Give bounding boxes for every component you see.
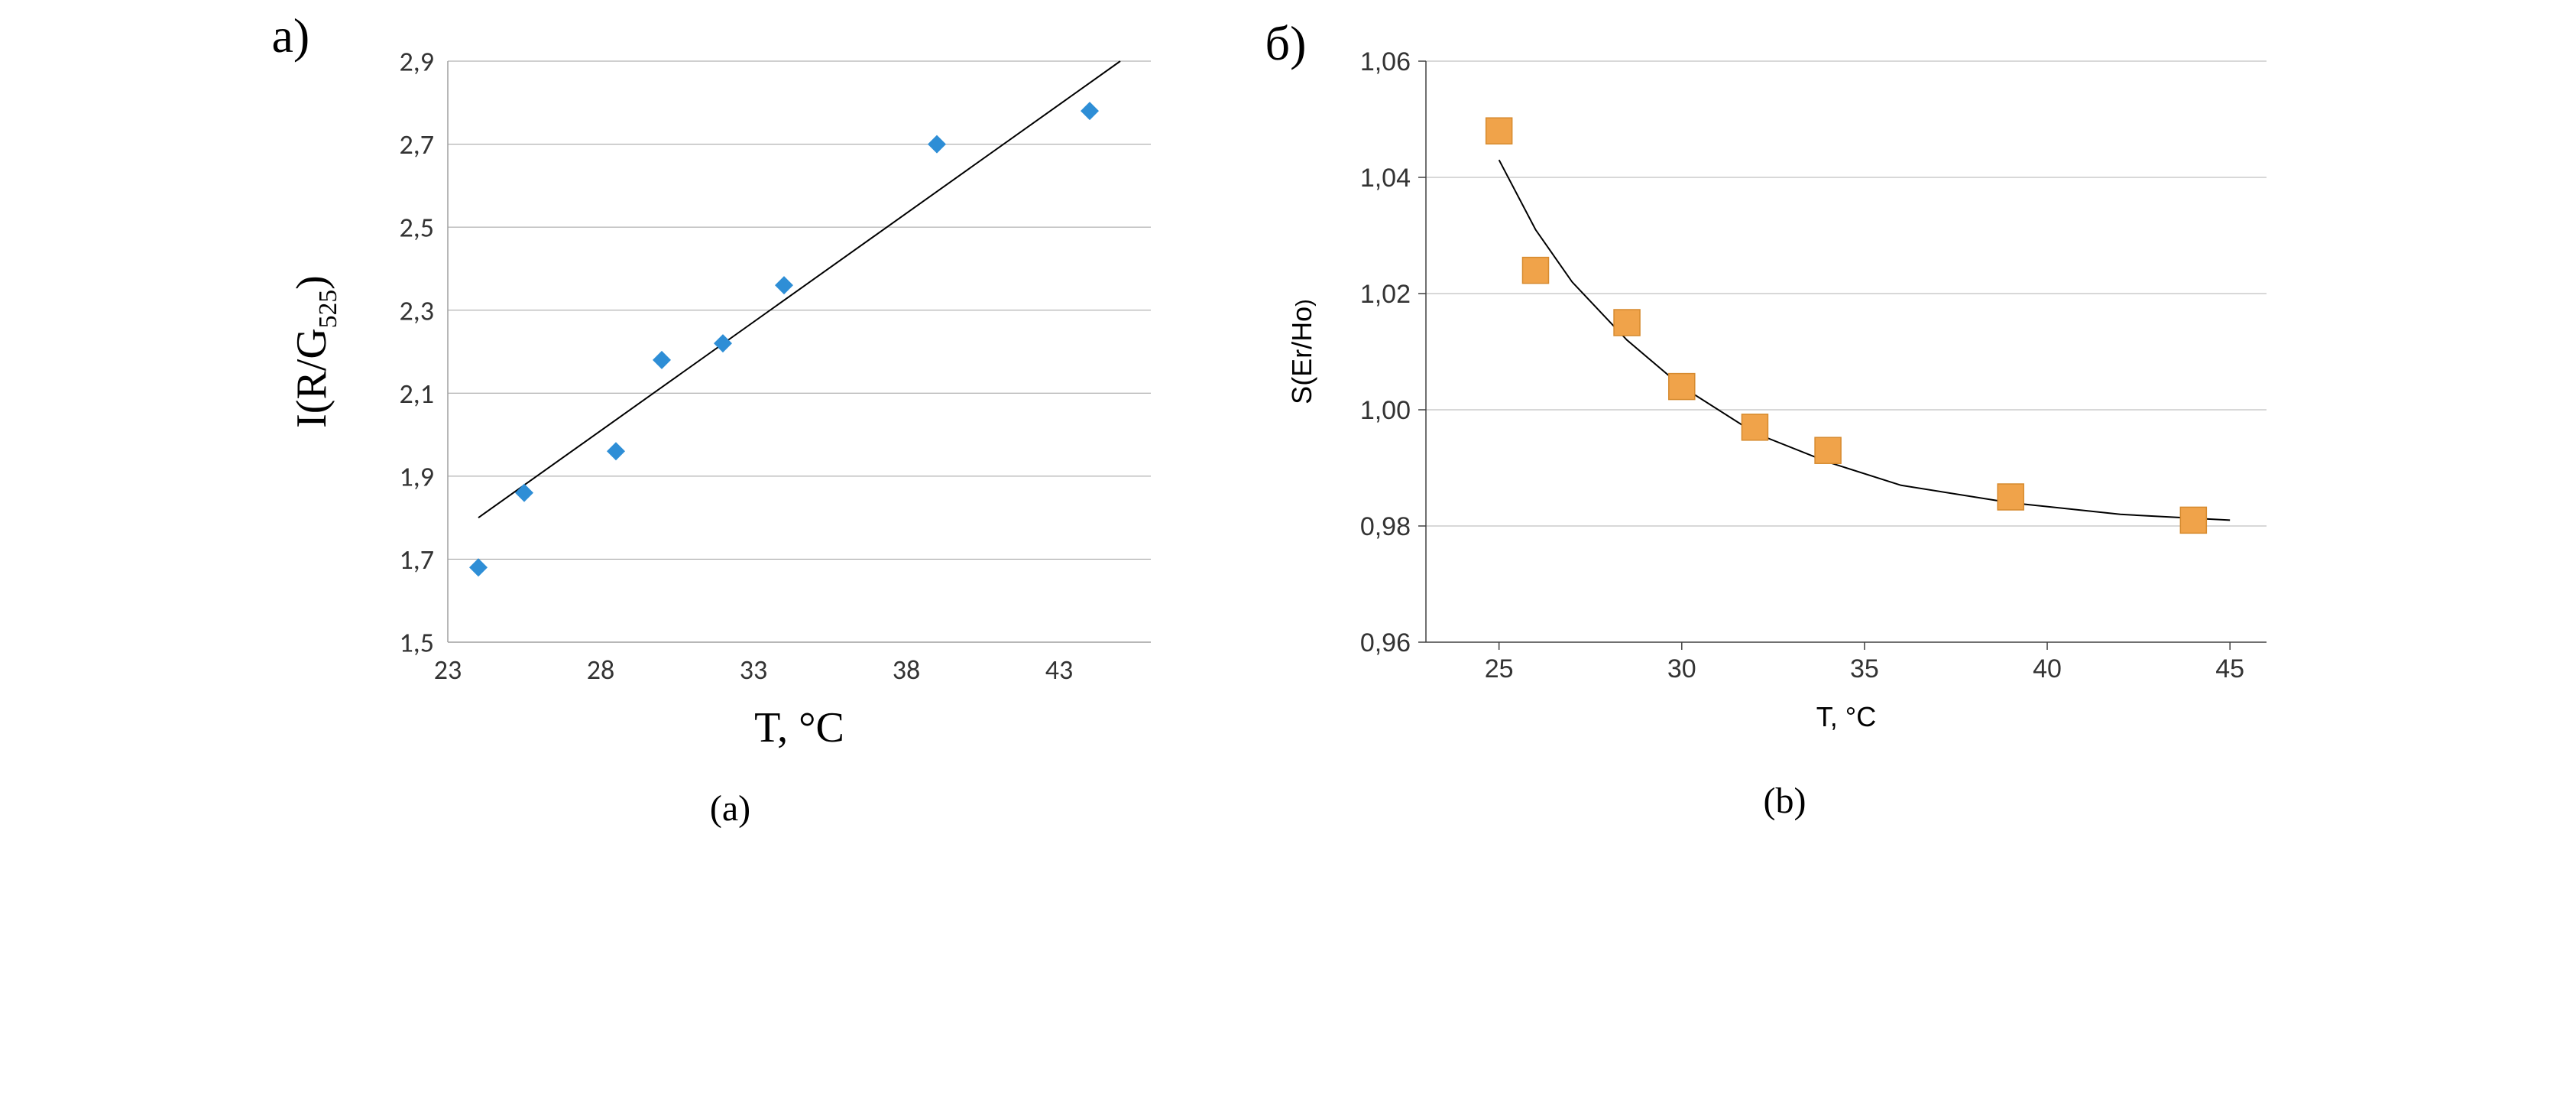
figure-container: а) 23 28 33 38 43 1,5 1,7 1,9 2,1 2,3 2,5 2,7 2,9 T, … xyxy=(0,0,2576,845)
svg-text:1,04: 1,04 xyxy=(1359,164,1410,193)
svg-text:45: 45 xyxy=(2215,654,2244,683)
svg-text:43: 43 xyxy=(1045,653,1073,687)
svg-text:1,00: 1,00 xyxy=(1359,396,1410,425)
svg-text:S(Er/Ho): S(Er/Ho) xyxy=(1286,299,1317,404)
caption-b: (b) xyxy=(1764,780,1806,822)
panel-a-corner-label: а) xyxy=(272,8,310,64)
chart-a: 23 28 33 38 43 1,5 1,7 1,9 2,1 2,3 2,5 2,7 2,9 T, °C I… xyxy=(280,31,1181,765)
svg-text:T, °C: T, °C xyxy=(1816,701,1875,732)
caption-a: (a) xyxy=(710,787,750,829)
panel-b-box: б) 25303540450,960,981,001,021,041,06T, … xyxy=(1273,31,2297,757)
svg-text:35: 35 xyxy=(1849,654,1878,683)
panel-a-box: а) 23283338431,51,71,92,12,32,52,72,9T, … xyxy=(280,31,1181,765)
svg-text:38: 38 xyxy=(892,653,920,687)
svg-text:1,02: 1,02 xyxy=(1359,280,1410,309)
panel-b: б) 25303540450,960,981,001,021,041,06T, … xyxy=(1273,31,2297,822)
svg-text:40: 40 xyxy=(2033,654,2062,683)
svg-text:2,5: 2,5 xyxy=(399,211,433,245)
svg-text:1,9: 1,9 xyxy=(399,459,433,493)
svg-text:2,1: 2,1 xyxy=(399,377,433,411)
panel-a: а) 23283338431,51,71,92,12,32,52,72,9T, … xyxy=(280,31,1181,829)
panel-b-corner-label: б) xyxy=(1265,15,1307,72)
svg-text:I(R/G525): I(R/G525) xyxy=(288,275,342,428)
svg-text:25: 25 xyxy=(1484,654,1513,683)
svg-text:T, °C: T, °C xyxy=(754,704,844,752)
svg-text:2,7: 2,7 xyxy=(399,128,433,161)
svg-text:30: 30 xyxy=(1667,654,1696,683)
svg-text:0,96: 0,96 xyxy=(1359,628,1410,657)
chart-b: 25 30 35 40 45 0,96 0,98 1,00 1,02 1,04 1,06 T, °C S… xyxy=(1273,31,2297,757)
svg-text:1,7: 1,7 xyxy=(399,543,433,576)
svg-text:1,5: 1,5 xyxy=(399,626,433,660)
svg-text:23: 23 xyxy=(433,653,462,687)
svg-text:0,98: 0,98 xyxy=(1359,512,1410,541)
svg-text:2,3: 2,3 xyxy=(399,294,433,327)
svg-text:28: 28 xyxy=(586,653,614,687)
svg-text:33: 33 xyxy=(739,653,767,687)
svg-text:2,9: 2,9 xyxy=(399,45,433,79)
svg-text:1,06: 1,06 xyxy=(1359,47,1410,76)
